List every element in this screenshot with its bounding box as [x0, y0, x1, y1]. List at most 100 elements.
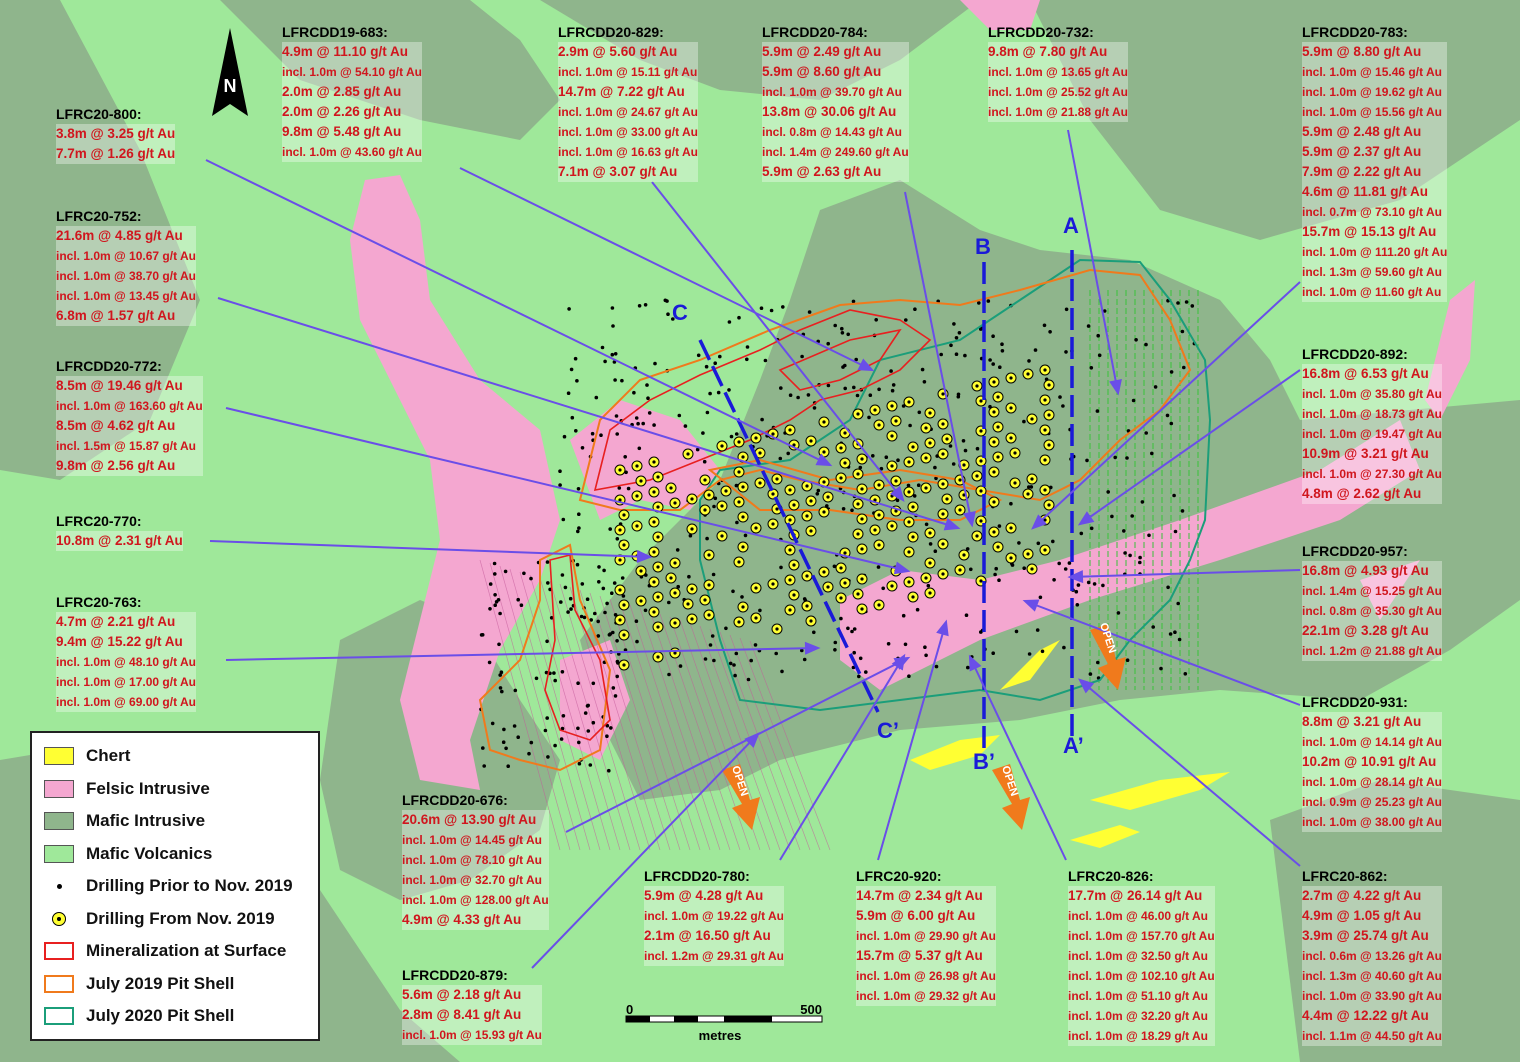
assay-interval: incl. 0.8m @ 35.30 g/t Au [1302, 601, 1442, 621]
old-drill-collar [1106, 490, 1110, 494]
assay-interval: incl. 1.0m @ 14.45 g/t Au [402, 830, 549, 850]
open-arrows [722, 624, 1126, 830]
old-drill-collar [1051, 539, 1055, 544]
assay-interval: incl. 1.0m @ 16.63 g/t Au [558, 142, 698, 162]
assay-callout: LFRCDD20-783: 5.9m @ 8.80 g/t Au incl. 1.0… [1302, 22, 1448, 302]
old-drill-collar [1022, 419, 1026, 424]
new-drill-collar-center [941, 542, 945, 546]
assay-callout: LFRC20-770: 10.8m @ 2.31 g/t Au [56, 511, 183, 551]
old-drill-collar [562, 434, 567, 439]
old-drill-collar [891, 383, 896, 387]
new-drill-collar-center [1043, 458, 1047, 462]
old-drill-collar [597, 580, 601, 584]
new-drill-collar-center [622, 603, 626, 607]
new-drill-collar-center [1030, 567, 1034, 571]
new-drill-collar-center [635, 494, 639, 498]
leader-arrowhead [857, 358, 875, 372]
new-drill-collar-center [622, 513, 626, 517]
old-drill-collar [502, 727, 506, 732]
new-drill-collar-center [860, 517, 864, 521]
north-label: N [224, 76, 237, 96]
section-c-end: C’ [877, 718, 899, 743]
new-drill-collar-center [758, 451, 762, 455]
section-trace [479, 559, 561, 851]
new-drill-collar-center [873, 408, 877, 412]
new-drill-collar-center [877, 483, 881, 487]
new-drill-collar-center [656, 655, 660, 659]
old-drill-collar [779, 386, 783, 390]
old-drill-collar [988, 358, 992, 362]
old-drill-collar [713, 496, 718, 501]
new-drill-collar-center [618, 588, 622, 592]
assay-interval: incl. 1.0m @ 69.00 g/t Au [56, 692, 196, 712]
old-drill-collar [703, 657, 708, 661]
old-drill-collar [991, 651, 995, 655]
old-drill-collar [800, 648, 804, 653]
assay-interval: incl. 1.5m @ 15.87 g/t Au [56, 436, 203, 456]
new-drill-collar-center [1043, 368, 1047, 372]
old-drill-collar [513, 688, 518, 693]
new-drill-collar-center [775, 477, 779, 481]
new-drill-collar-center [720, 504, 724, 508]
assay-callout: LFRC20-862: 2.7m @ 4.22 g/t Au 4.9m @ 1.05… [1302, 866, 1442, 1046]
old-drill-collar [850, 629, 854, 634]
leader-arrowhead [943, 517, 961, 531]
assay-interval: 10.2m @ 10.91 g/t Au [1302, 752, 1442, 772]
new-drill-collar-center [622, 663, 626, 667]
old-drill-collar [734, 483, 739, 488]
old-drill-collar [569, 607, 573, 611]
old-drill-collar [1173, 630, 1177, 634]
mafic-volcanics-swatch-icon [44, 844, 74, 863]
new-drill-collar-center [907, 550, 911, 554]
old-drill-collar [1036, 541, 1041, 546]
assay-interval: 5.9m @ 8.60 g/t Au [762, 62, 909, 82]
old-drill-collar [884, 455, 889, 460]
old-drill-collar [1184, 300, 1189, 304]
old-drill-collar [1182, 365, 1186, 370]
old-drill-collar [493, 593, 497, 597]
new-drill-collar-center [754, 526, 758, 530]
assay-interval: incl. 1.3m @ 59.60 g/t Au [1302, 262, 1448, 282]
old-drill-collar [580, 582, 585, 586]
old-drill-collar [647, 411, 652, 415]
new-drill-collar-center [741, 605, 745, 609]
old-drill-collar [746, 677, 751, 682]
new-drill-collar-center [707, 613, 711, 617]
old-drill-collar [577, 512, 581, 516]
old-drill-collar [802, 597, 807, 601]
new-drill-collar-center [979, 579, 983, 583]
old-drill-collar [643, 303, 648, 307]
leader-line [1067, 129, 1119, 394]
leader-arrowhead [636, 550, 653, 564]
old-drill-collar [1017, 541, 1021, 545]
new-drill-collar-center [941, 422, 945, 426]
leader-arrowhead [891, 653, 906, 671]
old-drill-collar [646, 396, 650, 401]
old-drill-collar [1096, 660, 1100, 665]
assay-interval: 4.9m @ 4.33 g/t Au [402, 910, 549, 930]
assay-interval: incl. 1.0m @ 25.52 g/t Au [988, 82, 1128, 102]
old-drill-collar [896, 458, 900, 463]
assay-interval: incl. 1.0m @ 24.67 g/t Au [558, 102, 698, 122]
new-drill-collar-center [788, 608, 792, 612]
new-drill-collar-center [707, 553, 711, 557]
old-drill-collar [1166, 585, 1170, 590]
section-b-start: B [975, 234, 991, 259]
old-drill-collar [1064, 307, 1069, 312]
drill-hole-id: LFRCDD20-957: [1302, 543, 1408, 559]
green-outline-icon [44, 1007, 74, 1025]
old-drill-collar [614, 414, 619, 418]
new-drill-collar-center [992, 470, 996, 474]
assay-interval: 4.6m @ 11.81 g/t Au [1302, 182, 1448, 202]
new-drill-collar-center [843, 431, 847, 435]
new-drill-collar-center [771, 582, 775, 586]
assay-interval: 4.4m @ 12.22 g/t Au [1302, 1006, 1442, 1026]
drill-hole-id: LFRCDD20-784: [762, 24, 868, 40]
old-drill-collar [617, 652, 621, 656]
assay-interval: 5.9m @ 2.63 g/t Au [762, 162, 909, 182]
drill-hole-id: LFRCDD20-879: [402, 967, 508, 983]
new-drill-collar-center [635, 524, 639, 528]
assay-interval: incl. 1.0m @ 15.46 g/t Au [1302, 62, 1448, 82]
old-drill-collar [1086, 580, 1091, 585]
old-drill-collar [522, 571, 526, 576]
